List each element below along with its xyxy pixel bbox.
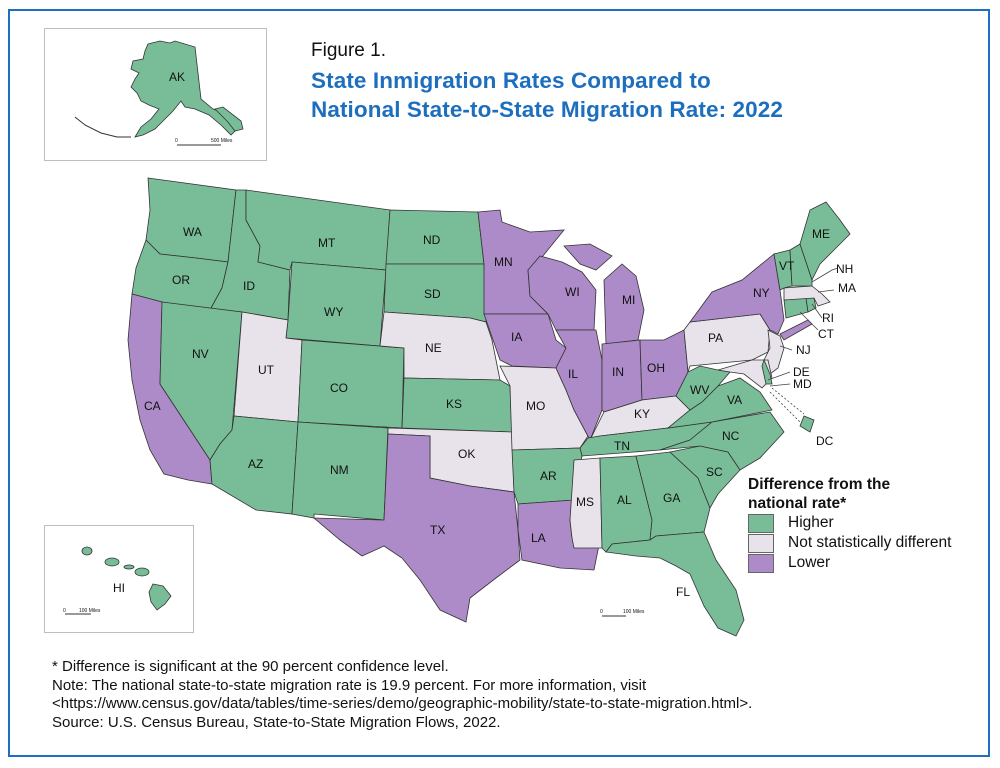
legend-label-not-different: Not statistically different (788, 534, 952, 551)
note-source: Source: U.S. Census Bureau, State-to-Sta… (52, 713, 501, 731)
alaska-inset: AK 0 500 Miles (44, 28, 267, 161)
island-molokai (123, 564, 135, 570)
hawaii-label: HI (113, 581, 125, 595)
alaska-scale-label: 500 Miles (211, 138, 233, 144)
alaska-label: AK (169, 70, 185, 84)
state-AK (130, 40, 238, 138)
note-significance: * Difference is significant at the 90 pe… (52, 658, 449, 675)
title-line-2: National State-to-State Migration Rate: … (311, 97, 783, 122)
island-oahu (104, 557, 120, 567)
hawaii-inset: HI 0 100 Miles (44, 525, 194, 633)
hawaii-scale-zero: 0 (63, 608, 66, 614)
island-hawaii (148, 583, 172, 611)
swatch-higher (748, 513, 774, 533)
figure-title: State Inmigration Rates Compared to Nati… (311, 66, 783, 124)
hawaii-map: HI 0 100 Miles (63, 546, 172, 615)
hawaii-scale-label: 100 Miles (79, 608, 101, 614)
swatch-not-different (748, 533, 774, 553)
legend-item-lower: Lower (748, 553, 951, 573)
notes: * Difference is significant at the 90 pe… (52, 658, 752, 732)
legend: Difference from the national rate* Highe… (748, 475, 951, 573)
island-kauai (81, 546, 93, 556)
legend-title-line-2: national rate* (748, 495, 847, 512)
aleutian-islands (74, 116, 131, 138)
note-url[interactable]: <https://www.census.gov/data/tables/time… (52, 695, 753, 712)
note-national-rate: Note: The national state-to-state migrat… (52, 676, 647, 694)
figure-label: Figure 1. (311, 40, 386, 61)
title-line-1: State Inmigration Rates Compared to (311, 68, 711, 93)
alaska-panhandle (214, 106, 244, 132)
legend-title-line-1: Difference from the (748, 476, 891, 493)
legend-item-not-different: Not statistically different (748, 533, 951, 553)
legend-label-lower: Lower (788, 554, 831, 571)
legend-label-higher: Higher (788, 514, 834, 531)
legend-title: Difference from the national rate* (748, 475, 951, 513)
alaska-scale-zero: 0 (175, 138, 178, 144)
island-maui (134, 567, 150, 577)
swatch-lower (748, 553, 774, 573)
legend-item-higher: Higher (748, 513, 951, 533)
alaska-map: AK 0 500 Miles (74, 40, 244, 146)
